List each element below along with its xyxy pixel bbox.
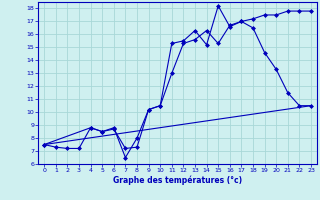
X-axis label: Graphe des températures (°c): Graphe des températures (°c) — [113, 176, 242, 185]
